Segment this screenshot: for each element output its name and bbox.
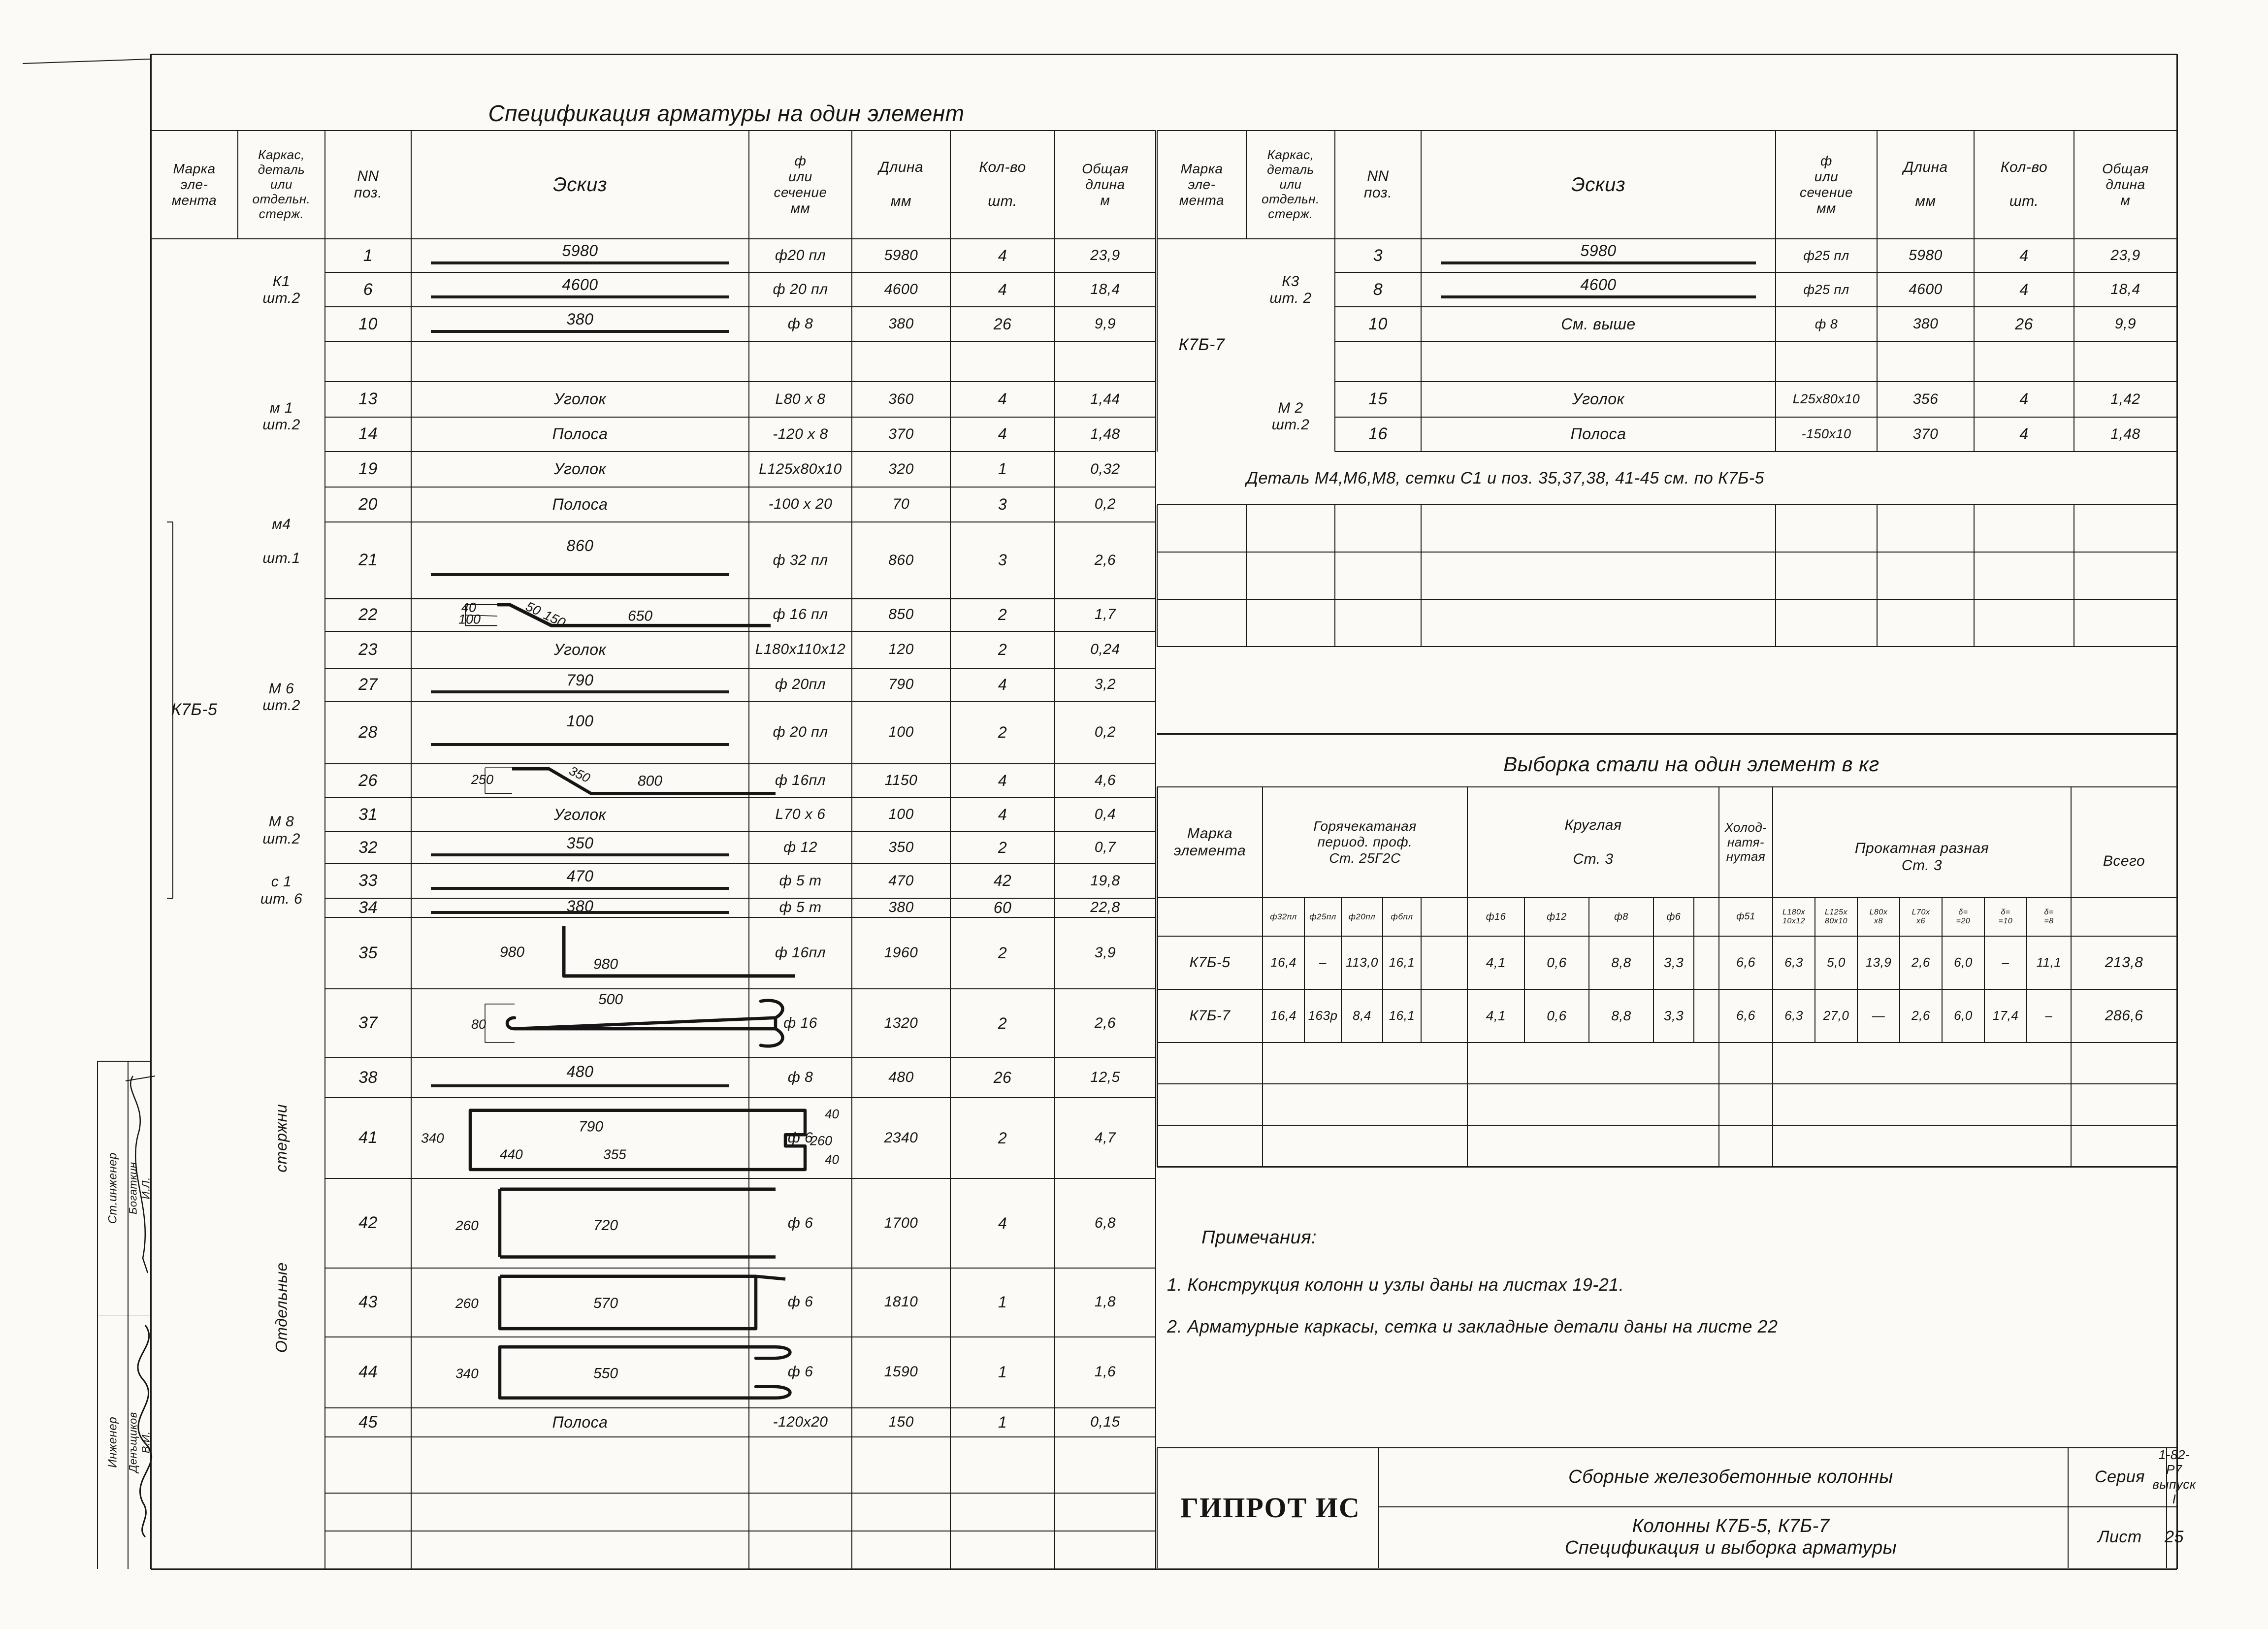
svg-text:980: 980	[593, 956, 618, 972]
svg-text:500: 500	[598, 991, 623, 1008]
svg-text:260: 260	[455, 1218, 479, 1234]
svg-text:340: 340	[455, 1366, 479, 1381]
svg-text:250: 250	[471, 772, 493, 787]
svg-text:800: 800	[638, 773, 662, 789]
svg-text:260: 260	[455, 1296, 479, 1311]
svg-text:340: 340	[421, 1130, 444, 1145]
svg-text:80: 80	[471, 1017, 486, 1032]
svg-text:260: 260	[810, 1133, 832, 1148]
svg-text:790: 790	[579, 1118, 603, 1135]
svg-text:550: 550	[593, 1365, 618, 1381]
svg-text:440: 440	[500, 1146, 523, 1162]
svg-text:40: 40	[825, 1152, 839, 1167]
svg-text:650: 650	[628, 608, 652, 624]
svg-text:40: 40	[825, 1107, 839, 1121]
svg-text:570: 570	[593, 1295, 618, 1311]
svg-text:355: 355	[603, 1146, 626, 1162]
svg-text:50: 50	[523, 598, 543, 618]
svg-text:980: 980	[500, 944, 524, 960]
svg-text:100: 100	[458, 612, 481, 626]
svg-text:720: 720	[593, 1218, 618, 1234]
